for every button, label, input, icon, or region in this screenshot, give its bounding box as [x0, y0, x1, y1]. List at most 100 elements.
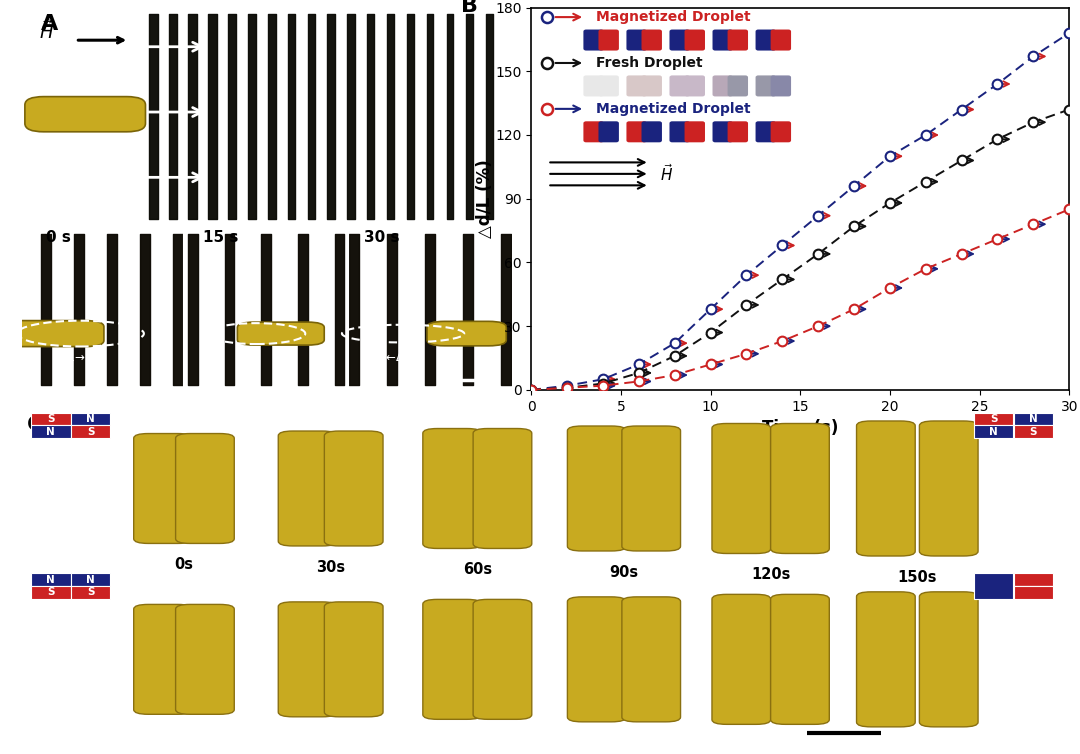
Text: 30s: 30s: [316, 559, 346, 575]
FancyBboxPatch shape: [626, 121, 647, 143]
Text: N: N: [46, 427, 55, 437]
Text: $\leftarrow\!\Delta d\!\rightarrow$: $\leftarrow\!\Delta d\!\rightarrow$: [383, 350, 423, 364]
FancyBboxPatch shape: [423, 599, 482, 719]
Text: 150s: 150s: [897, 570, 937, 585]
FancyBboxPatch shape: [1014, 586, 1053, 599]
FancyBboxPatch shape: [856, 421, 915, 556]
FancyBboxPatch shape: [713, 121, 733, 143]
Text: S: S: [48, 414, 54, 424]
FancyBboxPatch shape: [622, 597, 680, 722]
FancyBboxPatch shape: [670, 121, 690, 143]
Text: S: S: [1029, 575, 1037, 584]
FancyBboxPatch shape: [71, 412, 110, 425]
Text: 15 s: 15 s: [203, 230, 238, 245]
FancyBboxPatch shape: [856, 592, 915, 727]
FancyBboxPatch shape: [473, 428, 531, 548]
FancyBboxPatch shape: [713, 75, 733, 97]
FancyBboxPatch shape: [670, 75, 690, 97]
FancyBboxPatch shape: [771, 121, 791, 143]
Text: S: S: [86, 587, 94, 597]
FancyBboxPatch shape: [423, 428, 482, 548]
FancyBboxPatch shape: [71, 586, 110, 599]
FancyBboxPatch shape: [238, 322, 324, 345]
FancyBboxPatch shape: [567, 426, 626, 551]
FancyBboxPatch shape: [134, 434, 192, 544]
Text: Fresh Droplet: Fresh Droplet: [596, 56, 702, 70]
Text: N: N: [86, 414, 95, 424]
Text: $\leftarrow\!L\!\rightarrow$: $\leftarrow\!L\!\rightarrow$: [55, 351, 85, 364]
FancyBboxPatch shape: [771, 424, 829, 553]
FancyBboxPatch shape: [974, 425, 1013, 438]
FancyBboxPatch shape: [626, 75, 647, 97]
FancyBboxPatch shape: [598, 29, 619, 51]
Text: Magnetized Droplet: Magnetized Droplet: [596, 102, 751, 116]
FancyBboxPatch shape: [279, 602, 337, 717]
FancyBboxPatch shape: [728, 29, 748, 51]
FancyBboxPatch shape: [728, 75, 748, 97]
Text: 30 s: 30 s: [364, 230, 400, 245]
FancyBboxPatch shape: [771, 29, 791, 51]
FancyBboxPatch shape: [31, 412, 70, 425]
Text: S: S: [1029, 587, 1037, 597]
FancyBboxPatch shape: [974, 573, 1013, 599]
FancyBboxPatch shape: [1014, 573, 1053, 586]
FancyBboxPatch shape: [567, 597, 626, 722]
FancyBboxPatch shape: [712, 424, 771, 553]
FancyBboxPatch shape: [598, 75, 619, 97]
FancyBboxPatch shape: [919, 592, 978, 727]
FancyBboxPatch shape: [712, 594, 771, 725]
FancyBboxPatch shape: [622, 426, 680, 551]
Text: N: N: [1029, 414, 1038, 424]
FancyBboxPatch shape: [0, 320, 104, 347]
FancyBboxPatch shape: [71, 573, 110, 586]
FancyBboxPatch shape: [134, 605, 192, 714]
FancyBboxPatch shape: [756, 29, 777, 51]
X-axis label: Time (s): Time (s): [762, 419, 838, 437]
FancyBboxPatch shape: [974, 412, 1013, 425]
FancyBboxPatch shape: [176, 605, 234, 714]
Text: C: C: [27, 415, 43, 435]
FancyBboxPatch shape: [713, 29, 733, 51]
Text: B: B: [461, 0, 478, 16]
Text: 0s: 0s: [175, 557, 193, 572]
FancyBboxPatch shape: [756, 121, 777, 143]
Text: 90s: 90s: [609, 565, 638, 580]
FancyBboxPatch shape: [31, 425, 70, 438]
FancyBboxPatch shape: [324, 602, 383, 717]
Y-axis label: △d/L (%): △d/L (%): [475, 159, 494, 238]
FancyBboxPatch shape: [626, 29, 647, 51]
Text: S: S: [86, 427, 94, 437]
FancyBboxPatch shape: [583, 75, 604, 97]
FancyBboxPatch shape: [1014, 425, 1053, 438]
FancyBboxPatch shape: [642, 121, 662, 143]
FancyBboxPatch shape: [642, 29, 662, 51]
Text: N: N: [1029, 587, 1038, 597]
Text: 120s: 120s: [751, 567, 791, 582]
Text: 60s: 60s: [462, 562, 491, 578]
Text: N: N: [46, 575, 55, 584]
Text: A: A: [41, 14, 58, 34]
Text: N: N: [86, 575, 95, 584]
FancyBboxPatch shape: [279, 431, 337, 546]
Text: S: S: [48, 587, 54, 597]
FancyBboxPatch shape: [176, 434, 234, 544]
FancyBboxPatch shape: [685, 29, 705, 51]
FancyBboxPatch shape: [771, 594, 829, 725]
FancyBboxPatch shape: [427, 321, 507, 346]
FancyBboxPatch shape: [1014, 412, 1053, 425]
FancyBboxPatch shape: [685, 75, 705, 97]
FancyBboxPatch shape: [25, 97, 146, 132]
FancyBboxPatch shape: [583, 29, 604, 51]
Text: 0 s: 0 s: [46, 230, 71, 245]
Text: N: N: [989, 427, 998, 437]
Text: Magnetized Droplet: Magnetized Droplet: [596, 10, 751, 24]
FancyBboxPatch shape: [31, 573, 70, 586]
Text: $\vec{H}$: $\vec{H}$: [660, 164, 674, 184]
FancyBboxPatch shape: [1014, 586, 1053, 599]
FancyBboxPatch shape: [728, 121, 748, 143]
FancyBboxPatch shape: [670, 29, 690, 51]
FancyBboxPatch shape: [685, 121, 705, 143]
Text: S: S: [1029, 427, 1037, 437]
FancyBboxPatch shape: [473, 599, 531, 719]
Text: $\vec{H}$: $\vec{H}$: [39, 20, 54, 43]
